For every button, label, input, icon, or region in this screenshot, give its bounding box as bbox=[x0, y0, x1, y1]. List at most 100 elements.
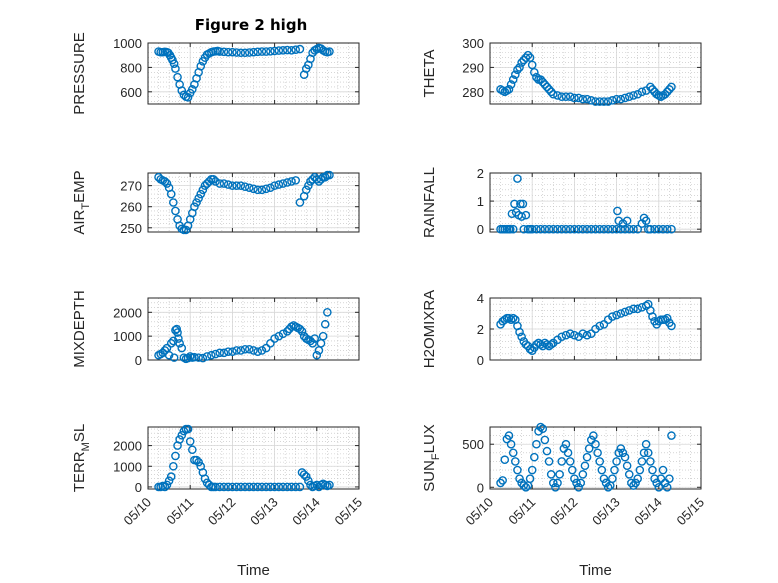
data-point bbox=[608, 224, 617, 234]
data-point bbox=[565, 457, 575, 466]
data-point bbox=[546, 470, 556, 479]
data-point bbox=[561, 330, 571, 340]
data-point bbox=[517, 212, 526, 221]
data-point bbox=[192, 455, 201, 465]
data-point bbox=[624, 306, 634, 315]
data-point bbox=[599, 224, 609, 234]
y-axis-label: RAINFALL bbox=[421, 167, 438, 238]
data-point bbox=[667, 321, 676, 331]
data-point bbox=[257, 482, 267, 492]
data-point bbox=[160, 482, 170, 492]
data-point bbox=[530, 452, 539, 462]
data-point bbox=[166, 472, 176, 481]
y-tick-label: 0 bbox=[135, 353, 142, 368]
data-point bbox=[553, 478, 562, 488]
data-point bbox=[546, 87, 556, 97]
data-point bbox=[578, 94, 588, 104]
data-point bbox=[236, 482, 246, 492]
data-point bbox=[561, 224, 571, 234]
data-point bbox=[287, 177, 296, 186]
y-axis-label: TERRMSL bbox=[71, 424, 92, 492]
y-axis-label-main: SUN bbox=[421, 460, 438, 492]
data-point bbox=[510, 199, 519, 209]
x-tick-label: 05/10 bbox=[463, 495, 497, 529]
data-point bbox=[546, 340, 556, 349]
data-point bbox=[270, 482, 279, 492]
y-axis-label-tail: SL bbox=[71, 424, 88, 442]
data-point bbox=[278, 329, 288, 339]
y-tick-label: 250 bbox=[120, 221, 142, 236]
data-point bbox=[570, 330, 579, 340]
data-point bbox=[219, 47, 229, 57]
data-point bbox=[665, 85, 674, 94]
data-point bbox=[287, 482, 296, 492]
data-point bbox=[253, 185, 263, 195]
x-tick-label: 05/14 bbox=[289, 495, 323, 529]
data-point bbox=[325, 480, 334, 490]
data-point bbox=[599, 97, 609, 106]
data-point bbox=[219, 179, 229, 188]
data-point bbox=[635, 465, 645, 475]
data-point bbox=[177, 86, 187, 95]
data-point bbox=[536, 340, 545, 349]
y-tick-label: 1 bbox=[477, 194, 484, 209]
data-point bbox=[304, 476, 313, 486]
data-point bbox=[584, 444, 594, 453]
data-point bbox=[202, 352, 212, 361]
y-tick-label: 4 bbox=[477, 291, 484, 306]
y-tick-label: 1000 bbox=[113, 36, 142, 51]
y-axis-label-subscript: T bbox=[80, 203, 92, 210]
data-point bbox=[629, 481, 638, 490]
data-point bbox=[513, 65, 522, 75]
data-point bbox=[291, 45, 301, 55]
data-point bbox=[589, 431, 598, 440]
data-point bbox=[240, 182, 250, 191]
data-point bbox=[633, 304, 643, 314]
data-point bbox=[610, 465, 619, 475]
data-point bbox=[295, 482, 305, 492]
data-point bbox=[557, 224, 567, 234]
data-point bbox=[582, 452, 592, 462]
data-point bbox=[538, 77, 548, 87]
data-point bbox=[196, 61, 206, 71]
data-point bbox=[612, 310, 621, 320]
data-point bbox=[162, 179, 172, 188]
data-point bbox=[639, 448, 649, 458]
data-point bbox=[618, 448, 628, 458]
subplot-theta: 280 290 300 THETA bbox=[421, 36, 702, 106]
data-point bbox=[608, 96, 617, 105]
data-point bbox=[660, 478, 670, 488]
data-point bbox=[614, 448, 624, 458]
data-point bbox=[629, 304, 638, 314]
data-point bbox=[561, 92, 571, 101]
data-point bbox=[190, 202, 199, 212]
x-tick-label: 05/12 bbox=[547, 495, 581, 529]
y-tick-label: 500 bbox=[462, 437, 484, 452]
x-tick-label: 05/13 bbox=[589, 495, 623, 529]
data-point bbox=[249, 346, 258, 355]
data-point bbox=[257, 346, 267, 355]
x-tick-label: 05/14 bbox=[631, 495, 665, 529]
data-point bbox=[316, 175, 326, 184]
data-point bbox=[599, 320, 609, 329]
data-point bbox=[261, 47, 271, 56]
data-point bbox=[253, 482, 263, 492]
data-point bbox=[215, 179, 225, 188]
data-point bbox=[198, 185, 208, 195]
data-point bbox=[536, 422, 545, 432]
data-point bbox=[206, 350, 216, 360]
y-tick-label: 600 bbox=[120, 85, 142, 100]
data-point bbox=[496, 478, 505, 488]
data-point bbox=[544, 85, 554, 94]
y-tick-label: 0 bbox=[477, 353, 484, 368]
data-point bbox=[304, 181, 313, 190]
data-point bbox=[301, 472, 311, 481]
data-point bbox=[308, 339, 317, 348]
data-point bbox=[508, 224, 518, 234]
data-point bbox=[228, 47, 237, 57]
data-point bbox=[504, 431, 514, 440]
data-point bbox=[169, 59, 179, 69]
data-point bbox=[631, 478, 640, 488]
data-point bbox=[646, 82, 655, 92]
